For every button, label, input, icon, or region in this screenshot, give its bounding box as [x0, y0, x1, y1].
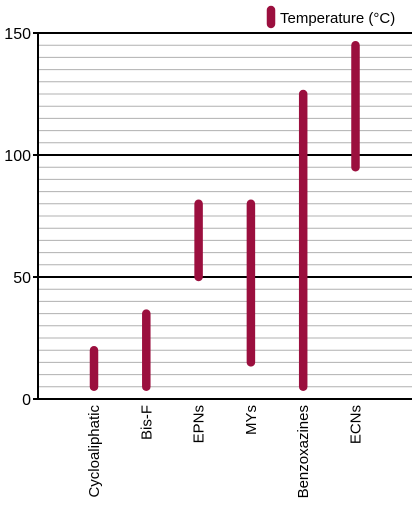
y-tick-label: 50	[13, 270, 31, 287]
range-bars	[89, 40, 360, 392]
y-tick-label: 150	[4, 26, 31, 43]
grid	[38, 32, 412, 400]
y-tick-label: 0	[22, 392, 31, 409]
x-tick-label: MYs	[243, 405, 260, 435]
x-tick-label: Cycloaliphatic	[86, 405, 103, 498]
y-tick-label: 100	[4, 148, 31, 165]
x-tick-label: ECNs	[348, 405, 365, 444]
legend-label: Temperature (°C)	[280, 10, 395, 27]
x-tick-labels: Cycloaliphatic Bis-F EPNs MYs Benzoxazines EC…	[86, 405, 365, 499]
x-tick-label: Benzoxazines	[295, 405, 312, 498]
y-tick-labels: 0 50 100 150	[4, 26, 38, 409]
x-tick-label: EPNs	[191, 405, 208, 443]
legend: Temperature (°C)	[266, 5, 395, 29]
x-tick-label: Bis-F	[138, 405, 155, 440]
